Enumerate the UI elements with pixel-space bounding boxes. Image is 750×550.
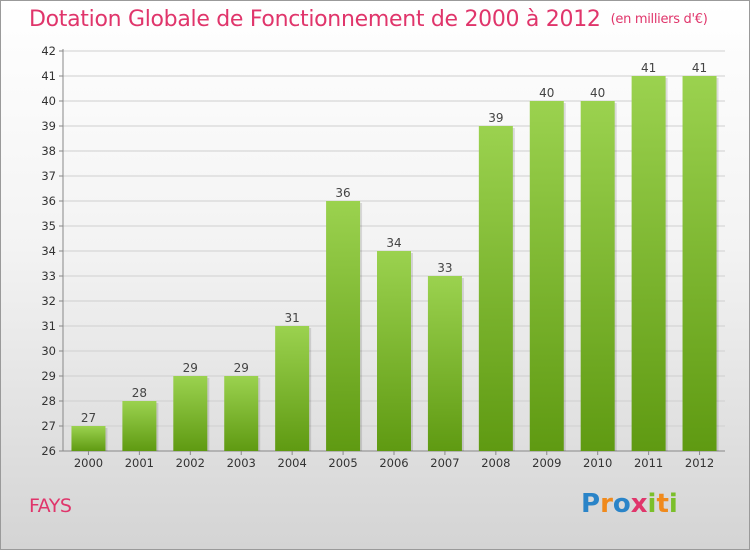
bar-value-label: 34	[386, 236, 401, 250]
place-name: FAYS	[29, 495, 72, 517]
bar	[580, 101, 615, 451]
y-tick-label: 33	[41, 269, 56, 283]
x-tick-label: 2008	[481, 456, 510, 470]
bar	[173, 376, 208, 451]
bar-value-label: 29	[234, 361, 249, 375]
bar	[377, 251, 411, 451]
bar	[275, 326, 310, 451]
bar	[478, 126, 513, 451]
x-tick-label: 2002	[176, 456, 205, 470]
y-tick-label: 32	[41, 294, 56, 308]
y-tick-label: 28	[41, 394, 56, 408]
bar-value-label: 41	[692, 61, 707, 75]
logo-letter: r	[600, 489, 613, 519]
y-tick-label: 27	[41, 419, 56, 433]
bar-value-label: 27	[81, 411, 96, 425]
y-tick-label: 39	[41, 119, 56, 133]
x-tick-label: 2009	[532, 456, 561, 470]
x-tick-label: 2006	[379, 456, 408, 470]
y-tick-label: 42	[41, 44, 56, 58]
bars	[71, 76, 719, 451]
chart-title-text: Dotation Globale de Fonctionnement de 20…	[29, 7, 601, 32]
x-tick-label: 2001	[125, 456, 154, 470]
bar-value-label: 40	[539, 86, 554, 100]
bar-value-label: 40	[590, 86, 605, 100]
bar-value-label: 28	[132, 386, 147, 400]
y-tick-label: 34	[41, 244, 56, 258]
bar-value-label: 39	[488, 111, 503, 125]
x-tick-label: 2011	[634, 456, 663, 470]
bar	[529, 101, 564, 451]
y-tick-label: 36	[41, 194, 56, 208]
x-tick-label: 2007	[430, 456, 459, 470]
x-tick-label: 2000	[74, 456, 103, 470]
logo-letter: i	[647, 489, 657, 519]
bar	[122, 401, 157, 451]
y-tick-label: 35	[41, 219, 56, 233]
bar-value-label: 41	[641, 61, 656, 75]
bar	[682, 76, 717, 451]
bar	[427, 276, 462, 451]
unit-note: (en milliers d'€)	[610, 12, 708, 27]
logo-letter: P	[581, 489, 601, 519]
bar	[71, 426, 106, 451]
data-labels: 27 28 29 29 31 36 34 33 39 40 40 41 41	[81, 61, 707, 425]
logo-letter: o	[612, 489, 631, 519]
logo-letter: t	[656, 489, 669, 519]
x-tick-label: 2005	[328, 456, 357, 470]
bar-value-label: 36	[335, 186, 350, 200]
y-tick-label: 40	[41, 94, 56, 108]
y-tick-label: 29	[41, 369, 56, 383]
y-tick-label: 31	[41, 319, 56, 333]
chart-title: Dotation Globale de Fonctionnement de 20…	[29, 7, 708, 32]
y-tick-label: 30	[41, 344, 56, 358]
logo-letter: x	[630, 489, 648, 519]
y-tick-label: 38	[41, 144, 56, 158]
x-tick-label: 2004	[278, 456, 307, 470]
x-tick-label: 2012	[685, 456, 714, 470]
bar	[631, 76, 666, 451]
y-tick-label: 26	[41, 444, 56, 458]
bar-value-label: 33	[437, 261, 452, 275]
x-tick-label: 2010	[583, 456, 612, 470]
proxiti-logo: Proxiti	[581, 489, 678, 519]
bar-value-label: 31	[285, 311, 300, 325]
y-tick-label: 37	[41, 169, 56, 183]
bar	[326, 201, 361, 451]
logo-letter: i	[668, 489, 678, 519]
y-tick-label: 41	[41, 69, 56, 83]
x-tick-label: 2003	[227, 456, 256, 470]
bar	[224, 376, 259, 451]
bar-value-label: 29	[183, 361, 198, 375]
